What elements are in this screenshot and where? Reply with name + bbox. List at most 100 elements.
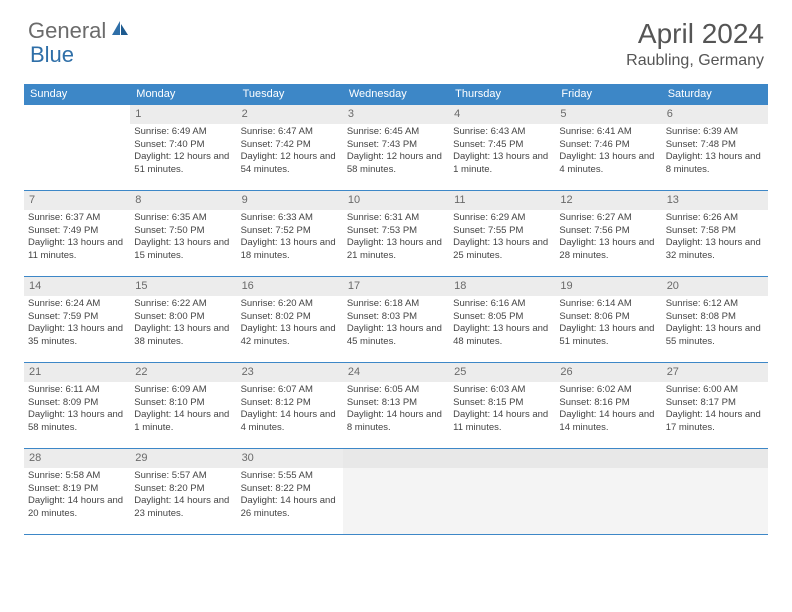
day-content: Sunrise: 5:57 AMSunset: 8:20 PMDaylight:… — [130, 468, 236, 523]
day-number: 11 — [449, 191, 555, 210]
daylight-text: Daylight: 13 hours and 48 minutes. — [453, 323, 551, 349]
sunrise-text: Sunrise: 6:26 AM — [666, 212, 764, 225]
daylight-text: Daylight: 13 hours and 38 minutes. — [134, 323, 232, 349]
sunset-text: Sunset: 8:05 PM — [453, 311, 551, 324]
day-content: Sunrise: 6:12 AMSunset: 8:08 PMDaylight:… — [662, 296, 768, 351]
sunrise-text: Sunrise: 6:16 AM — [453, 298, 551, 311]
calendar-cell: 19Sunrise: 6:14 AMSunset: 8:06 PMDayligh… — [555, 277, 661, 363]
day-number: 25 — [449, 363, 555, 382]
calendar-cell: 18Sunrise: 6:16 AMSunset: 8:05 PMDayligh… — [449, 277, 555, 363]
day-content: Sunrise: 6:00 AMSunset: 8:17 PMDaylight:… — [662, 382, 768, 437]
sunrise-text: Sunrise: 6:22 AM — [134, 298, 232, 311]
daylight-text: Daylight: 13 hours and 15 minutes. — [134, 237, 232, 263]
calendar-cell: 4Sunrise: 6:43 AMSunset: 7:45 PMDaylight… — [449, 105, 555, 191]
sunset-text: Sunset: 8:22 PM — [241, 483, 339, 496]
sunrise-text: Sunrise: 5:57 AM — [134, 470, 232, 483]
sunset-text: Sunset: 8:16 PM — [559, 397, 657, 410]
daylight-text: Daylight: 13 hours and 21 minutes. — [347, 237, 445, 263]
sunset-text: Sunset: 7:59 PM — [28, 311, 126, 324]
sunset-text: Sunset: 8:06 PM — [559, 311, 657, 324]
col-saturday: Saturday — [662, 84, 768, 105]
daylight-text: Daylight: 12 hours and 54 minutes. — [241, 151, 339, 177]
col-friday: Friday — [555, 84, 661, 105]
day-content: Sunrise: 6:49 AMSunset: 7:40 PMDaylight:… — [130, 124, 236, 179]
day-content: Sunrise: 6:09 AMSunset: 8:10 PMDaylight:… — [130, 382, 236, 437]
sunset-text: Sunset: 7:48 PM — [666, 139, 764, 152]
daylight-text: Daylight: 14 hours and 11 minutes. — [453, 409, 551, 435]
calendar-cell: 8Sunrise: 6:35 AMSunset: 7:50 PMDaylight… — [130, 191, 236, 277]
sunrise-text: Sunrise: 6:47 AM — [241, 126, 339, 139]
calendar-cell: 12Sunrise: 6:27 AMSunset: 7:56 PMDayligh… — [555, 191, 661, 277]
title-block: April 2024 Raubling, Germany — [626, 18, 764, 70]
calendar-cell: 6Sunrise: 6:39 AMSunset: 7:48 PMDaylight… — [662, 105, 768, 191]
day-number: 21 — [24, 363, 130, 382]
sunrise-text: Sunrise: 6:43 AM — [453, 126, 551, 139]
sunrise-text: Sunrise: 6:35 AM — [134, 212, 232, 225]
day-number: 20 — [662, 277, 768, 296]
day-number: 22 — [130, 363, 236, 382]
sunrise-text: Sunrise: 6:39 AM — [666, 126, 764, 139]
sunrise-text: Sunrise: 6:18 AM — [347, 298, 445, 311]
daylight-text: Daylight: 14 hours and 20 minutes. — [28, 495, 126, 521]
day-number: 24 — [343, 363, 449, 382]
sunset-text: Sunset: 7:50 PM — [134, 225, 232, 238]
day-content: Sunrise: 6:18 AMSunset: 8:03 PMDaylight:… — [343, 296, 449, 351]
day-number: 12 — [555, 191, 661, 210]
calendar-cell: 24Sunrise: 6:05 AMSunset: 8:13 PMDayligh… — [343, 363, 449, 449]
sunset-text: Sunset: 8:03 PM — [347, 311, 445, 324]
sunrise-text: Sunrise: 6:20 AM — [241, 298, 339, 311]
calendar-cell — [24, 105, 130, 191]
daylight-text: Daylight: 13 hours and 51 minutes. — [559, 323, 657, 349]
day-number: 19 — [555, 277, 661, 296]
day-number: 29 — [130, 449, 236, 468]
sunrise-text: Sunrise: 5:55 AM — [241, 470, 339, 483]
page-title: April 2024 — [626, 18, 764, 50]
daylight-text: Daylight: 13 hours and 1 minute. — [453, 151, 551, 177]
daylight-text: Daylight: 13 hours and 45 minutes. — [347, 323, 445, 349]
sunrise-text: Sunrise: 6:09 AM — [134, 384, 232, 397]
calendar-row: 21Sunrise: 6:11 AMSunset: 8:09 PMDayligh… — [24, 363, 768, 449]
sunrise-text: Sunrise: 6:41 AM — [559, 126, 657, 139]
daylight-text: Daylight: 13 hours and 32 minutes. — [666, 237, 764, 263]
col-monday: Monday — [130, 84, 236, 105]
day-number: 4 — [449, 105, 555, 124]
sunset-text: Sunset: 7:40 PM — [134, 139, 232, 152]
sunset-text: Sunset: 7:52 PM — [241, 225, 339, 238]
calendar-cell: 16Sunrise: 6:20 AMSunset: 8:02 PMDayligh… — [237, 277, 343, 363]
sunset-text: Sunset: 8:20 PM — [134, 483, 232, 496]
logo-blue-text-wrap: Blue — [30, 42, 74, 68]
calendar-cell — [662, 449, 768, 535]
daylight-text: Daylight: 14 hours and 8 minutes. — [347, 409, 445, 435]
day-number: 17 — [343, 277, 449, 296]
daylight-text: Daylight: 12 hours and 51 minutes. — [134, 151, 232, 177]
sunset-text: Sunset: 7:55 PM — [453, 225, 551, 238]
sunset-text: Sunset: 7:58 PM — [666, 225, 764, 238]
daylight-text: Daylight: 13 hours and 42 minutes. — [241, 323, 339, 349]
daylight-text: Daylight: 13 hours and 35 minutes. — [28, 323, 126, 349]
day-content: Sunrise: 6:43 AMSunset: 7:45 PMDaylight:… — [449, 124, 555, 179]
day-content: Sunrise: 6:07 AMSunset: 8:12 PMDaylight:… — [237, 382, 343, 437]
logo-text-blue: Blue — [30, 42, 74, 67]
day-content: Sunrise: 6:37 AMSunset: 7:49 PMDaylight:… — [24, 210, 130, 265]
sunrise-text: Sunrise: 6:31 AM — [347, 212, 445, 225]
sunrise-text: Sunrise: 6:03 AM — [453, 384, 551, 397]
daylight-text: Daylight: 14 hours and 26 minutes. — [241, 495, 339, 521]
calendar-cell: 15Sunrise: 6:22 AMSunset: 8:00 PMDayligh… — [130, 277, 236, 363]
calendar-row: 28Sunrise: 5:58 AMSunset: 8:19 PMDayligh… — [24, 449, 768, 535]
calendar-row: 1Sunrise: 6:49 AMSunset: 7:40 PMDaylight… — [24, 105, 768, 191]
sunrise-text: Sunrise: 6:29 AM — [453, 212, 551, 225]
sunset-text: Sunset: 8:09 PM — [28, 397, 126, 410]
day-content: Sunrise: 6:02 AMSunset: 8:16 PMDaylight:… — [555, 382, 661, 437]
sunset-text: Sunset: 7:56 PM — [559, 225, 657, 238]
daylight-text: Daylight: 13 hours and 11 minutes. — [28, 237, 126, 263]
day-number: 26 — [555, 363, 661, 382]
daylight-text: Daylight: 14 hours and 1 minute. — [134, 409, 232, 435]
daylight-text: Daylight: 14 hours and 4 minutes. — [241, 409, 339, 435]
day-content: Sunrise: 6:45 AMSunset: 7:43 PMDaylight:… — [343, 124, 449, 179]
sunset-text: Sunset: 7:46 PM — [559, 139, 657, 152]
sunset-text: Sunset: 8:12 PM — [241, 397, 339, 410]
daylight-text: Daylight: 14 hours and 23 minutes. — [134, 495, 232, 521]
calendar-cell: 28Sunrise: 5:58 AMSunset: 8:19 PMDayligh… — [24, 449, 130, 535]
sunrise-text: Sunrise: 6:27 AM — [559, 212, 657, 225]
calendar-cell: 14Sunrise: 6:24 AMSunset: 7:59 PMDayligh… — [24, 277, 130, 363]
